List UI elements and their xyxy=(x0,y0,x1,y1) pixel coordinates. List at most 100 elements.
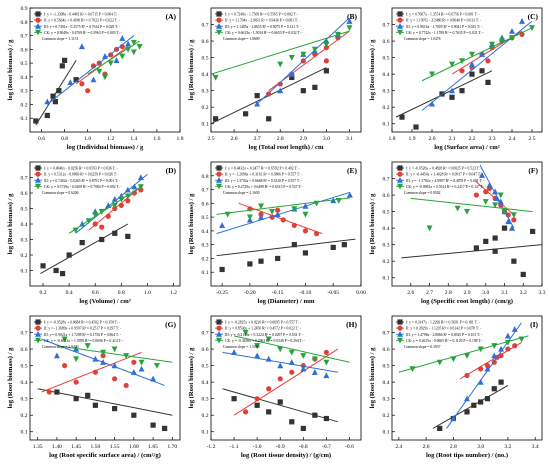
data-point-i xyxy=(40,263,46,269)
data-point-i xyxy=(330,244,336,251)
legend-marker xyxy=(35,17,41,23)
fit-line-ck xyxy=(56,345,173,363)
data-point-i xyxy=(258,258,264,264)
data-point-i xyxy=(501,225,508,231)
y-tick-label: 0.2 xyxy=(202,413,209,419)
y-tick-label: 0.4 xyxy=(383,380,390,386)
data-point-ck xyxy=(118,196,125,203)
data-point-ck xyxy=(497,192,504,199)
data-point-iii xyxy=(131,183,138,190)
x-tick-label: 0.8 xyxy=(118,290,125,296)
data-point-iii xyxy=(137,174,144,181)
legend-marker xyxy=(397,171,403,177)
data-point-iii xyxy=(258,213,264,220)
data-point-ck xyxy=(311,46,318,53)
common-slope: Common slope = 1.0609 xyxy=(223,37,260,41)
data-point-iii xyxy=(67,79,74,85)
legend-marker xyxy=(216,325,222,331)
data-point-i xyxy=(247,261,253,267)
legend-entry: III: y = -1.3792x + 4.9997 R² = 0.4878 P… xyxy=(406,179,485,183)
data-point-i xyxy=(53,267,59,274)
data-point-ck xyxy=(138,359,145,366)
y-tick-label: 0.2 xyxy=(21,253,28,259)
chart-panel: 1.35 1.40 1.45 1.50 1.55 1.60 1.65 1.70 0.1 0.2 0.… xyxy=(7,315,181,459)
x-tick-label: 0.2 xyxy=(40,290,47,296)
x-tick-label: 2.5 xyxy=(208,136,215,142)
data-point-iii xyxy=(254,352,261,359)
data-point-i xyxy=(131,412,137,418)
data-point-i xyxy=(85,392,91,398)
legend-marker xyxy=(35,11,41,17)
chart-panel: 0.6 0.8 1.0 1.2 1.4 1.6 1.8 0.1 0.2 0.3 0.4 0.5 0.6 0… xyxy=(7,6,184,151)
y-tick-label: 0.3 xyxy=(202,243,209,249)
data-point-i xyxy=(254,402,260,408)
data-point-ck xyxy=(469,51,475,58)
data-point-ck xyxy=(335,197,342,204)
fit-line-i xyxy=(216,238,356,257)
x-tick-label: 1.0 xyxy=(144,290,151,296)
x-tick-label: 2.6 xyxy=(407,290,414,296)
chart-panel: -1.2 -1.1 -1.0 -0.9 -0.8 -0.7 -0.6 0.1 0.2 0.3 0.4… xyxy=(188,315,362,459)
data-point-ck xyxy=(111,346,118,353)
data-point-i xyxy=(492,235,498,241)
y-tick-label: 0.8 xyxy=(21,20,28,26)
legend-entry: CK: y = 0.5739x - 0.0208 R² = 0.7984 P =… xyxy=(44,185,123,189)
data-point-ck xyxy=(504,339,511,346)
plot-frame xyxy=(391,7,543,133)
plot-frame xyxy=(29,7,181,133)
legend-entry: III: y = 1.1485x - 2.8655 R² = 0.9075 P … xyxy=(225,25,302,29)
data-point-i xyxy=(449,94,455,100)
legend-marker xyxy=(35,171,41,177)
legend: I: y = -0.2825x + 0.0220 R² = 0.0695 P =… xyxy=(215,319,306,349)
y-tick-label: 0.6 xyxy=(202,39,209,45)
y-tick-label: 0.9 xyxy=(21,6,28,12)
data-point-i xyxy=(289,74,295,81)
y-tick-label: 0.6 xyxy=(21,47,28,53)
legend: I: y = 0.4946x - 0.0256 R² = 0.6593 P = … xyxy=(34,165,123,195)
data-point-ii xyxy=(131,359,137,365)
y-axis-label: log (Root biomass) / g xyxy=(7,193,14,255)
data-point-i xyxy=(437,425,443,432)
y-tick-label: 0.7 xyxy=(21,176,28,182)
legend-entry: II: y = 1.1997x - 2.2480 R² = 0.8640 P =… xyxy=(406,19,482,23)
data-point-ck xyxy=(311,356,318,363)
x-axis-label: log (Individual biomass) / g xyxy=(67,144,144,151)
x-tick-label: 1.8 xyxy=(177,136,184,142)
legend-entry: III: y = 0.9616x - 1.7605 R² = 0.9041 P … xyxy=(406,25,483,29)
data-point-iii xyxy=(277,87,284,94)
data-point-ii xyxy=(323,45,329,51)
y-tick-label: 0.5 xyxy=(21,207,28,213)
legend-entry: I: y = -1.3308x - 0.4481 R² = 0.6715 P =… xyxy=(44,13,120,17)
data-point-ii xyxy=(302,228,309,234)
plot-area xyxy=(395,18,535,130)
fit-line-iii xyxy=(75,174,148,234)
data-point-iii xyxy=(102,53,108,59)
legend: I: y = 0.3147x - 1.2296 R² = 0.5691 P = … xyxy=(396,319,484,349)
data-point-ck xyxy=(100,349,107,356)
legend-marker xyxy=(397,337,403,344)
legend-marker xyxy=(397,165,403,171)
data-point-iii xyxy=(479,172,485,178)
x-tick-label: 1.35 xyxy=(33,444,43,450)
plot-frame xyxy=(210,161,362,287)
data-point-ii xyxy=(266,386,272,392)
fit-line-ii xyxy=(238,202,323,235)
x-tick-label: 2.9 xyxy=(300,136,307,142)
legend-entry: CK: y = 0.7742x - 1.1789 R² = 0.7635 P =… xyxy=(406,31,485,35)
legend-marker xyxy=(35,319,41,325)
x-tick-label: 1.65 xyxy=(148,444,158,450)
data-point-ck xyxy=(98,209,105,215)
y-tick-label: 0.1 xyxy=(202,270,209,276)
data-point-ii xyxy=(485,58,491,64)
data-point-ck xyxy=(277,61,284,68)
data-point-i xyxy=(341,242,347,248)
data-point-i xyxy=(289,419,295,425)
data-point-iii xyxy=(519,18,525,24)
legend-entry: II: y = 0.3929x - 1.1235 R² = 0.6142 P =… xyxy=(406,327,482,331)
data-point-iii xyxy=(79,220,86,227)
data-point-ck xyxy=(288,55,295,61)
data-point-ck xyxy=(85,218,92,225)
y-tick-label: 0.7 xyxy=(383,23,390,29)
data-point-iii xyxy=(113,57,120,63)
data-point-iii xyxy=(477,378,484,385)
